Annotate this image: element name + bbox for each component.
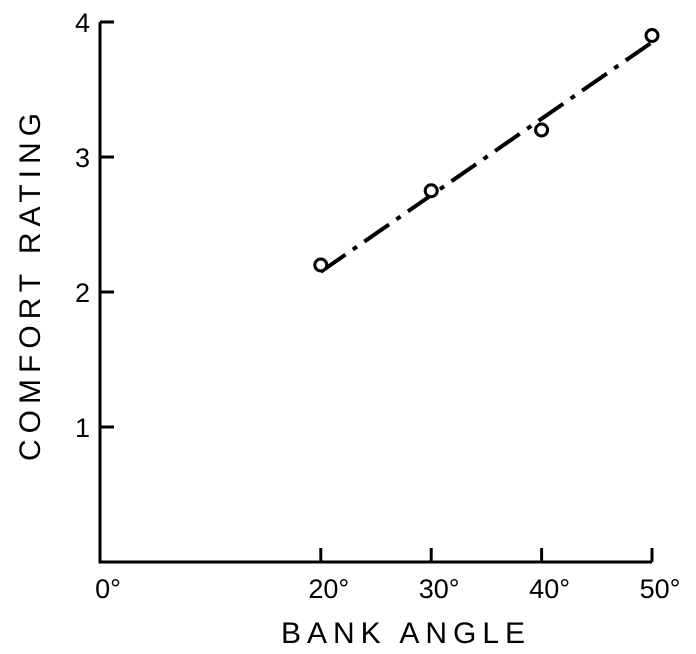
fit-line — [319, 40, 654, 274]
data-point — [644, 28, 660, 43]
y-tick-label: 4 — [75, 8, 90, 38]
y-tick-label: 3 — [75, 143, 90, 173]
x-tick-label: 0° — [95, 574, 121, 604]
y-tick-label: 2 — [75, 278, 90, 308]
x-tick-label: 40° — [529, 574, 570, 604]
y-axis-title: COMFORT RATING — [14, 107, 47, 461]
plot-area — [313, 28, 660, 274]
axes — [98, 22, 652, 564]
y-tick-label: 1 — [75, 413, 90, 443]
data-point — [423, 183, 439, 199]
x-axis-title: BANK ANGLE — [281, 617, 531, 650]
data-point — [534, 122, 550, 138]
x-tick-label: 50° — [640, 574, 681, 604]
data-point — [313, 257, 329, 273]
x-axis-ticks: 0° 20° 30° 40° 50° — [95, 548, 680, 604]
x-tick-label: 20° — [308, 574, 349, 604]
axis-lines — [98, 22, 652, 564]
x-tick-label: 30° — [419, 574, 460, 604]
y-axis-ticks: 1 2 3 4 — [75, 8, 114, 443]
